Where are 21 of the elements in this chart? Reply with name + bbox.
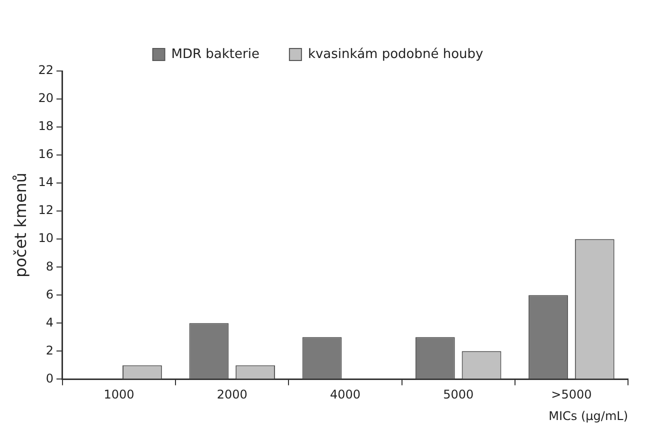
x-tick-label: >5000 xyxy=(551,388,592,402)
y-tick-label: 6 xyxy=(46,287,54,302)
y-tick-label: 12 xyxy=(38,203,54,218)
y-tick-label: 20 xyxy=(38,91,54,106)
legend-label: kvasinkám podobné houby xyxy=(308,46,484,62)
y-tick-label: 22 xyxy=(38,63,54,78)
y-tick-label: 16 xyxy=(38,147,54,162)
x-tick-label: 2000 xyxy=(216,388,248,402)
x-axis-title: MICs (µg/mL) xyxy=(548,408,628,423)
y-tick-label: 8 xyxy=(46,259,54,274)
y-axis-title: počet kmenů xyxy=(10,172,30,278)
y-tick-label: 0 xyxy=(46,371,54,386)
y-tick-label: 14 xyxy=(38,175,54,190)
legend-label: MDR bakterie xyxy=(171,46,260,62)
x-tick-label: 5000 xyxy=(443,388,474,402)
x-tick-label: 4000 xyxy=(330,388,361,402)
y-tick-label: 10 xyxy=(38,231,54,246)
y-tick-label: 4 xyxy=(46,315,54,330)
y-tick-label: 2 xyxy=(46,343,54,358)
y-tick-label: 18 xyxy=(38,119,54,134)
x-tick-label: 1000 xyxy=(104,388,134,402)
